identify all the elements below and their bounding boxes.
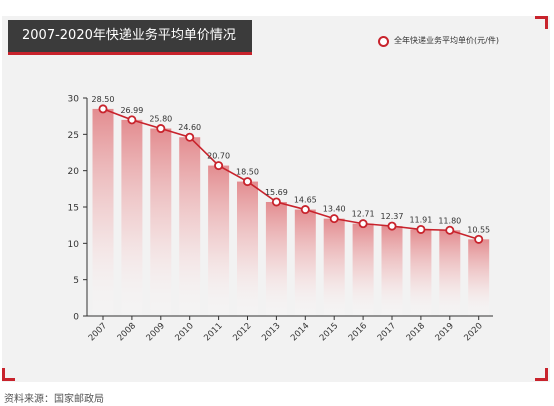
bar-2017 xyxy=(381,226,403,316)
x-tick-label: 2017 xyxy=(376,321,398,343)
x-tick-label: 2016 xyxy=(347,321,369,343)
bar-2013 xyxy=(265,201,287,316)
data-point-2014 xyxy=(300,205,310,215)
x-tick-label: 2009 xyxy=(145,321,167,343)
y-tick-label: 30 xyxy=(68,95,80,105)
data-label-2018: 11.91 xyxy=(409,215,432,224)
data-point-2007 xyxy=(98,104,108,114)
bar-2011 xyxy=(208,165,230,316)
bar-2019 xyxy=(439,230,461,316)
x-tick-label: 2007 xyxy=(87,321,109,343)
x-tick-label: 2013 xyxy=(260,321,282,343)
chart-title-bar: 2007-2020年快递业务平均单价情况 xyxy=(8,20,252,55)
data-point-2019 xyxy=(445,225,455,235)
y-tick-label: 10 xyxy=(68,240,80,250)
data-label-2020: 10.55 xyxy=(467,225,490,234)
x-tick-label: 2019 xyxy=(434,321,456,343)
x-tick-label: 2008 xyxy=(116,321,138,343)
data-label-2010: 24.60 xyxy=(178,123,201,132)
bar-2009 xyxy=(150,128,172,316)
data-label-2012: 18.50 xyxy=(236,168,259,177)
data-point-2009 xyxy=(156,124,166,134)
source-note: 资料来源：国家邮政局 xyxy=(4,394,104,405)
x-tick-label: 2010 xyxy=(173,321,195,343)
y-tick-label: 20 xyxy=(68,167,80,177)
data-label-2014: 14.65 xyxy=(294,196,317,205)
data-point-2008 xyxy=(127,115,137,125)
data-label-2013: 15.69 xyxy=(265,188,288,197)
bar-2016 xyxy=(352,223,374,316)
data-point-2013 xyxy=(271,197,281,207)
x-tick-label: 2020 xyxy=(462,321,484,343)
chart-title: 2007-2020年快递业务平均单价情况 xyxy=(22,28,236,43)
bar-2014 xyxy=(294,209,316,316)
bar-2015 xyxy=(323,218,345,316)
x-tick-label: 2014 xyxy=(289,321,311,343)
corner-mark-top-right xyxy=(535,16,548,29)
bar-2010 xyxy=(179,137,201,316)
legend-marker-icon xyxy=(378,35,389,47)
data-point-2016 xyxy=(358,219,368,229)
data-point-2012 xyxy=(242,177,252,187)
bar-2018 xyxy=(410,229,432,316)
data-label-2011: 20.70 xyxy=(207,152,230,161)
x-tick-label: 2018 xyxy=(405,321,427,343)
y-tick-label: 5 xyxy=(73,276,79,286)
series-line xyxy=(102,108,479,241)
bar-2008 xyxy=(121,119,143,316)
y-tick-label: 15 xyxy=(68,204,79,214)
bar-2020 xyxy=(468,239,490,316)
x-tick-label: 2015 xyxy=(318,321,340,343)
y-tick-label: 0 xyxy=(73,313,79,323)
data-point-2011 xyxy=(214,161,224,171)
data-point-2020 xyxy=(474,234,484,244)
chart-legend: 全年快递业务平均单价(元/件) xyxy=(378,34,499,48)
corner-mark-bottom-left xyxy=(2,368,15,381)
bar-2012 xyxy=(237,181,258,316)
data-label-2019: 11.80 xyxy=(438,216,461,225)
data-point-2017 xyxy=(387,221,397,231)
data-point-2010 xyxy=(185,132,195,142)
data-label-2007: 28.50 xyxy=(92,95,115,104)
x-tick-label: 2011 xyxy=(202,321,224,343)
legend-label: 全年快递业务平均单价(元/件) xyxy=(394,36,499,45)
data-label-2017: 12.37 xyxy=(381,212,404,221)
corner-mark-bottom-right xyxy=(535,368,548,381)
bar-2007 xyxy=(92,108,114,317)
data-label-2015: 13.40 xyxy=(323,205,346,214)
data-point-2018 xyxy=(416,224,426,234)
y-tick-label: 25 xyxy=(68,131,79,141)
data-label-2016: 12.71 xyxy=(352,210,375,219)
data-label-2008: 26.99 xyxy=(120,106,143,115)
data-label-2009: 25.80 xyxy=(149,115,172,124)
x-tick-label: 2012 xyxy=(231,321,253,343)
data-point-2015 xyxy=(329,214,339,224)
